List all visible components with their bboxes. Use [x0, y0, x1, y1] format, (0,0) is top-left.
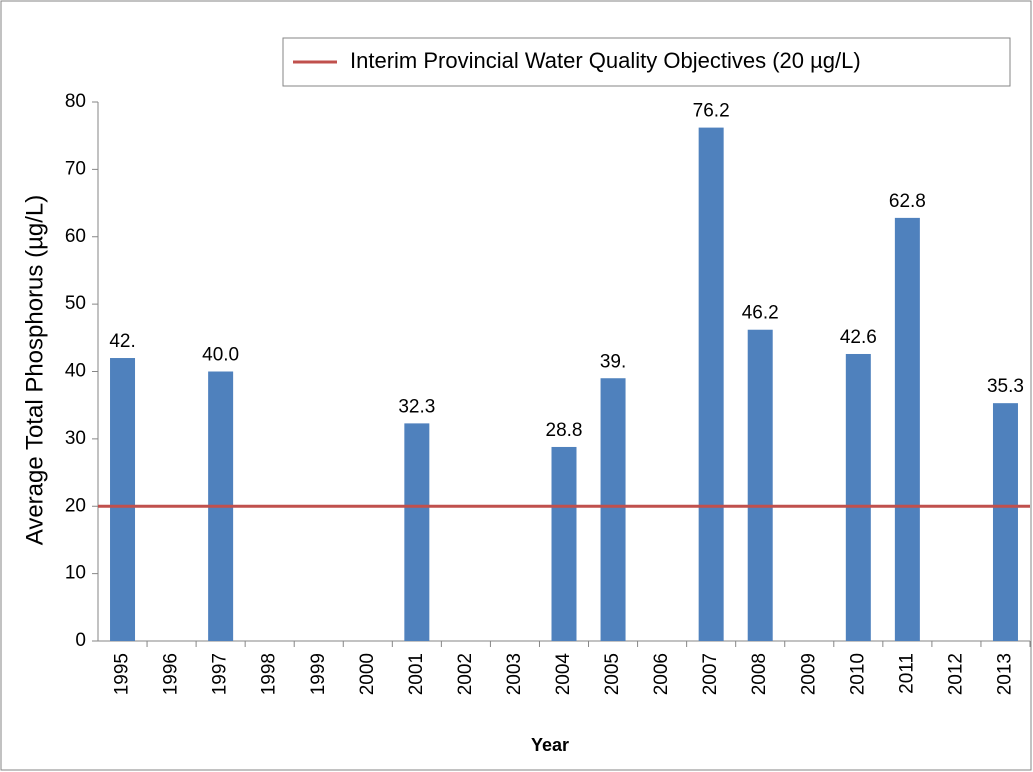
- y-tick-label: 80: [65, 91, 86, 112]
- bar: [747, 329, 773, 641]
- x-axis-title: Year: [531, 735, 569, 755]
- value-label: 42.6: [840, 327, 877, 348]
- x-tick-label: 1997: [210, 653, 231, 695]
- y-tick-label: 40: [65, 361, 86, 382]
- value-label: 28.8: [546, 420, 583, 441]
- legend-label: Interim Provincial Water Quality Objecti…: [350, 48, 861, 73]
- x-tick-label: 2012: [945, 653, 966, 695]
- bar: [845, 353, 871, 641]
- y-tick-label: 20: [65, 495, 86, 516]
- value-label: 46.2: [742, 303, 779, 324]
- y-tick-label: 70: [65, 158, 86, 179]
- y-tick-label: 10: [65, 563, 86, 584]
- value-label: 35.3: [987, 376, 1024, 397]
- x-tick-label: 2007: [700, 653, 721, 695]
- value-label: 32.3: [398, 396, 435, 417]
- y-tick-label: 0: [75, 630, 86, 651]
- x-tick-label: 2001: [406, 653, 427, 695]
- value-label: 40.0: [202, 345, 239, 366]
- x-tick-label: 2000: [357, 653, 378, 695]
- y-tick-label: 30: [65, 428, 86, 449]
- value-label: 42.: [109, 331, 135, 352]
- y-tick-label: 60: [65, 226, 86, 247]
- x-tick-label: 2009: [798, 653, 819, 695]
- x-tick-label: 2004: [553, 653, 574, 696]
- value-label: 39.: [600, 351, 626, 372]
- bar: [600, 378, 626, 641]
- legend-box: [282, 37, 1011, 87]
- value-label: 76.2: [693, 101, 730, 122]
- bar: [894, 217, 920, 641]
- x-tick-label: 2003: [504, 653, 525, 695]
- bar: [992, 403, 1018, 641]
- x-tick-label: 2006: [651, 653, 672, 695]
- x-tick-label: 1996: [161, 653, 182, 695]
- x-tick-label: 1998: [259, 653, 280, 695]
- bar: [110, 358, 136, 641]
- x-tick-label: 2013: [994, 653, 1015, 695]
- x-tick-label: 2010: [847, 653, 868, 695]
- bar: [698, 127, 724, 642]
- x-tick-label: 2005: [602, 653, 623, 695]
- x-tick-label: 1995: [112, 653, 133, 695]
- x-tick-label: 1999: [308, 653, 329, 695]
- x-tick-label: 2011: [896, 653, 917, 694]
- value-label: 62.8: [889, 191, 926, 212]
- x-tick-label: 2008: [749, 653, 770, 695]
- bar: [551, 446, 577, 641]
- y-axis-title: Average Total Phosphorus (µg/L): [21, 195, 48, 545]
- y-tick-label: 50: [65, 293, 86, 314]
- bar: [404, 423, 430, 641]
- x-tick-label: 2002: [455, 653, 476, 695]
